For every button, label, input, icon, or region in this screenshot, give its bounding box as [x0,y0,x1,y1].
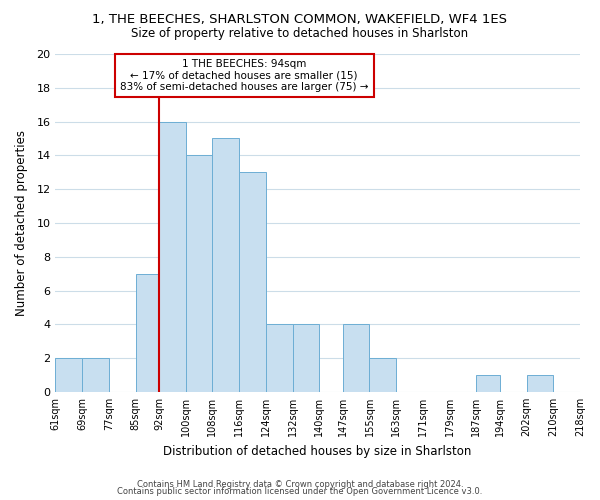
Bar [185,156,212,392]
X-axis label: Distribution of detached houses by size in Sharlston: Distribution of detached houses by size … [163,444,472,458]
Text: Contains public sector information licensed under the Open Government Licence v3: Contains public sector information licen… [118,487,482,496]
Text: Contains HM Land Registry data © Crown copyright and database right 2024.: Contains HM Land Registry data © Crown c… [137,480,463,489]
Bar [580,375,600,392]
Text: 1 THE BEECHES: 94sqm
← 17% of detached houses are smaller (15)
83% of semi-detac: 1 THE BEECHES: 94sqm ← 17% of detached h… [120,59,368,92]
Bar [370,358,396,392]
Bar [55,358,82,392]
Bar [476,375,500,392]
Bar [266,324,293,392]
Bar [159,122,185,392]
Y-axis label: Number of detached properties: Number of detached properties [15,130,28,316]
Text: 1, THE BEECHES, SHARLSTON COMMON, WAKEFIELD, WF4 1ES: 1, THE BEECHES, SHARLSTON COMMON, WAKEFI… [92,12,508,26]
Bar [136,274,159,392]
Bar [527,375,553,392]
Bar [239,172,266,392]
Bar [82,358,109,392]
Bar [293,324,319,392]
Text: Size of property relative to detached houses in Sharlston: Size of property relative to detached ho… [131,28,469,40]
Bar [212,138,239,392]
Bar [343,324,370,392]
